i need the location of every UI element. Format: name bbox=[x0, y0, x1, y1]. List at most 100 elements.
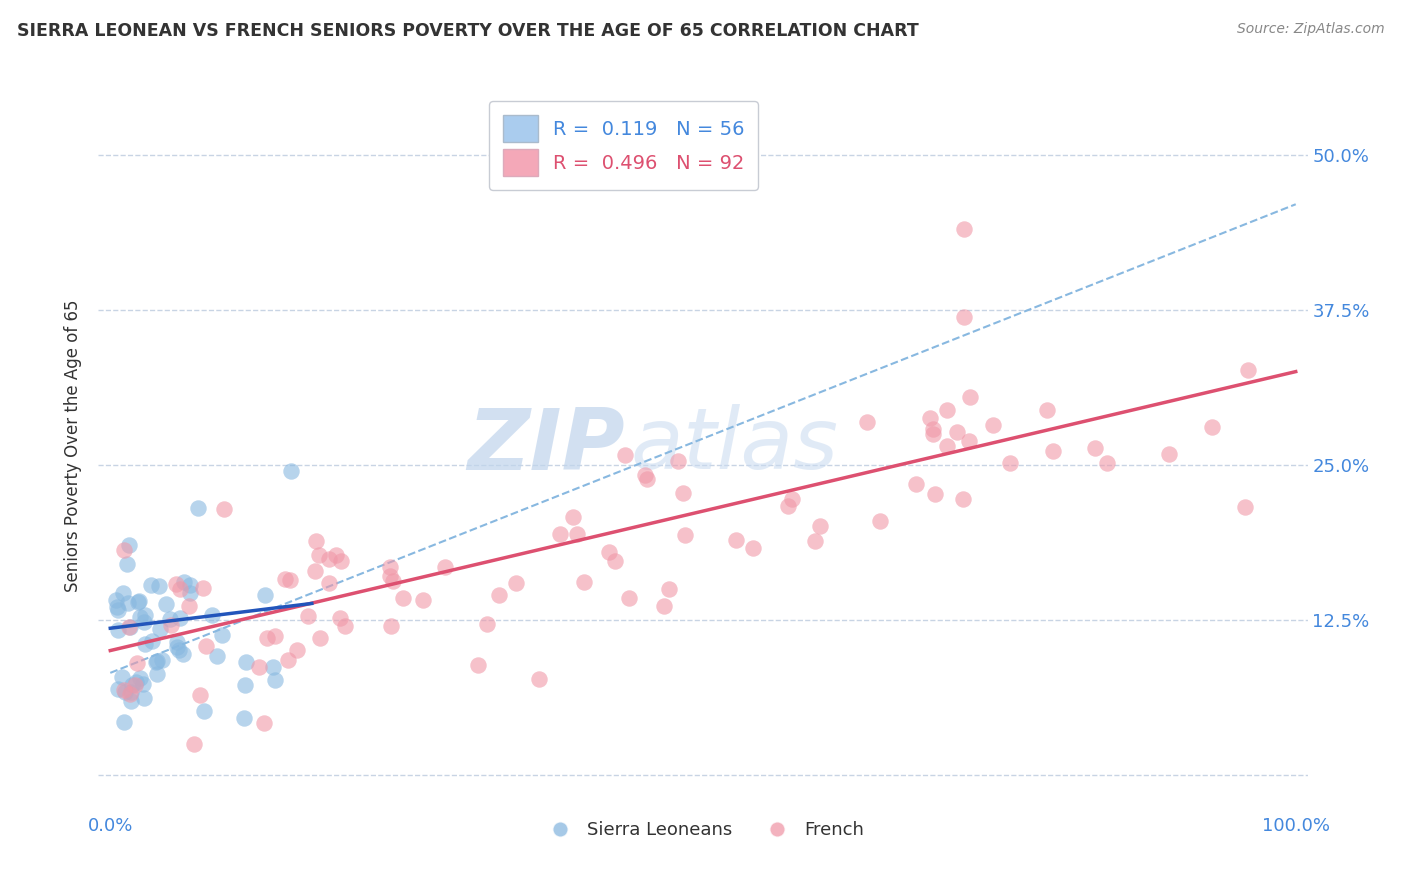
Point bbox=[132, 677, 155, 691]
Point bbox=[1084, 441, 1107, 455]
Point bbox=[191, 581, 214, 595]
Point bbox=[129, 671, 152, 685]
Point bbox=[921, 422, 943, 436]
Point bbox=[741, 541, 763, 555]
Point bbox=[125, 657, 148, 671]
Point bbox=[936, 439, 959, 453]
Point bbox=[118, 687, 141, 701]
Point bbox=[111, 586, 134, 600]
Point bbox=[165, 576, 187, 591]
Text: SIERRA LEONEAN VS FRENCH SENIORS POVERTY OVER THE AGE OF 65 CORRELATION CHART: SIERRA LEONEAN VS FRENCH SENIORS POVERTY… bbox=[17, 22, 918, 40]
Y-axis label: Seniors Poverty Over the Age of 65: Seniors Poverty Over the Age of 65 bbox=[65, 300, 83, 592]
Point bbox=[959, 390, 981, 404]
Point bbox=[195, 639, 218, 653]
Point bbox=[936, 402, 959, 417]
Point bbox=[233, 678, 256, 692]
Point bbox=[134, 607, 156, 622]
Point bbox=[1042, 444, 1064, 458]
Point bbox=[107, 623, 129, 637]
Point bbox=[305, 534, 328, 549]
Point bbox=[264, 629, 287, 643]
Point bbox=[614, 448, 637, 462]
Point bbox=[325, 548, 347, 562]
Point bbox=[166, 634, 188, 648]
Point bbox=[412, 593, 434, 607]
Point bbox=[952, 222, 974, 236]
Point bbox=[565, 526, 588, 541]
Point bbox=[247, 660, 270, 674]
Point bbox=[207, 649, 229, 664]
Point bbox=[810, 519, 832, 533]
Point bbox=[280, 464, 302, 478]
Point bbox=[998, 456, 1021, 470]
Point bbox=[505, 575, 527, 590]
Point bbox=[117, 557, 139, 571]
Point bbox=[572, 575, 595, 590]
Point bbox=[905, 477, 928, 491]
Point bbox=[297, 608, 319, 623]
Point bbox=[149, 623, 172, 637]
Point bbox=[193, 704, 215, 718]
Point bbox=[159, 612, 181, 626]
Point bbox=[1095, 456, 1118, 470]
Point bbox=[169, 582, 191, 596]
Text: Source: ZipAtlas.com: Source: ZipAtlas.com bbox=[1237, 22, 1385, 37]
Point bbox=[1035, 403, 1057, 417]
Point bbox=[118, 620, 141, 634]
Point bbox=[318, 575, 340, 590]
Point bbox=[603, 554, 626, 568]
Point bbox=[855, 415, 877, 429]
Point bbox=[617, 591, 640, 605]
Point bbox=[918, 411, 941, 425]
Point bbox=[633, 468, 655, 483]
Point bbox=[946, 425, 969, 439]
Point bbox=[318, 552, 340, 566]
Point bbox=[278, 573, 301, 587]
Point bbox=[179, 599, 201, 613]
Point bbox=[477, 617, 499, 632]
Point bbox=[668, 454, 690, 468]
Point bbox=[141, 634, 163, 648]
Point bbox=[235, 655, 257, 669]
Point bbox=[378, 569, 401, 583]
Point bbox=[172, 647, 194, 661]
Point bbox=[107, 603, 129, 617]
Point bbox=[148, 579, 170, 593]
Point bbox=[214, 502, 236, 516]
Text: ZIP: ZIP bbox=[467, 404, 624, 488]
Point bbox=[1236, 363, 1258, 377]
Point bbox=[129, 610, 152, 624]
Point bbox=[179, 585, 201, 599]
Point bbox=[924, 487, 946, 501]
Point bbox=[105, 600, 128, 615]
Point bbox=[277, 652, 299, 666]
Point bbox=[335, 618, 357, 632]
Point bbox=[167, 643, 190, 657]
Point bbox=[256, 631, 278, 645]
Point bbox=[434, 560, 457, 574]
Point bbox=[127, 595, 149, 609]
Point bbox=[233, 711, 256, 725]
Point bbox=[183, 737, 205, 751]
Point bbox=[152, 653, 174, 667]
Point bbox=[254, 588, 277, 602]
Point bbox=[673, 528, 696, 542]
Point bbox=[308, 631, 330, 645]
Point bbox=[308, 548, 330, 562]
Point bbox=[329, 610, 352, 624]
Point bbox=[488, 588, 510, 602]
Legend: Sierra Leoneans, French: Sierra Leoneans, French bbox=[534, 814, 872, 847]
Point bbox=[155, 597, 177, 611]
Point bbox=[981, 418, 1004, 433]
Point bbox=[145, 667, 167, 681]
Point bbox=[1233, 500, 1256, 514]
Point bbox=[467, 658, 489, 673]
Point bbox=[1159, 447, 1181, 461]
Point bbox=[921, 427, 943, 442]
Point bbox=[169, 611, 191, 625]
Point bbox=[160, 617, 183, 632]
Text: atlas: atlas bbox=[630, 404, 838, 488]
Point bbox=[120, 685, 142, 699]
Point bbox=[1201, 420, 1223, 434]
Point bbox=[125, 674, 148, 689]
